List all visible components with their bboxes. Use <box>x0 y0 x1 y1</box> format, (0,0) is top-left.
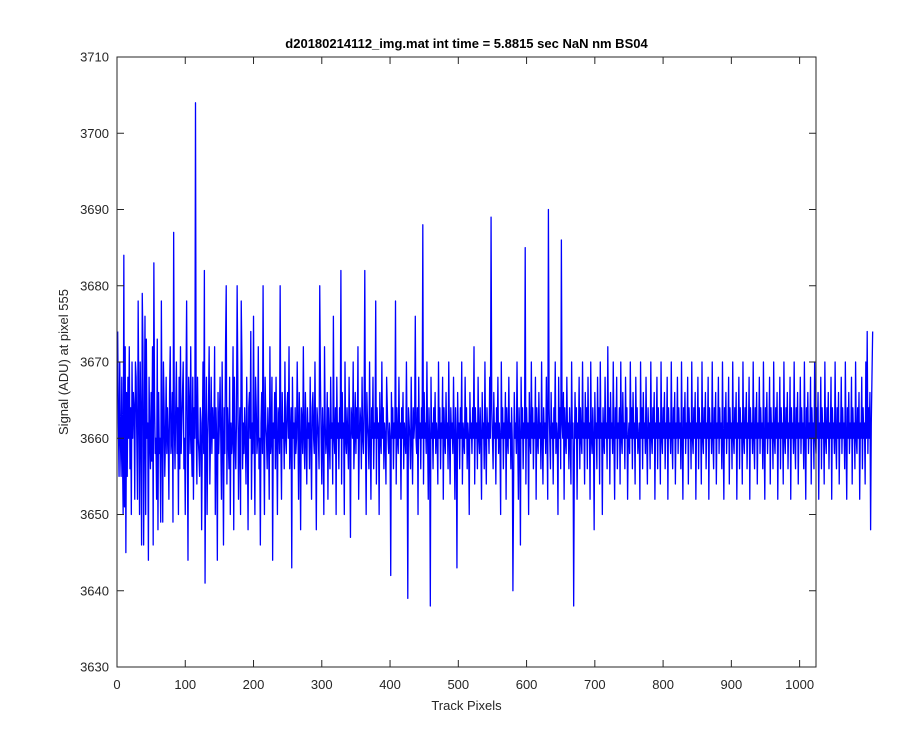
y-tick-label: 3660 <box>80 431 109 446</box>
series-line-1 <box>117 102 874 607</box>
x-tick-label: 100 <box>174 677 196 692</box>
x-tick-label: 300 <box>311 677 333 692</box>
x-tick-label: 0 <box>113 677 120 692</box>
y-tick-label: 3650 <box>80 507 109 522</box>
x-axis-label: Track Pixels <box>431 698 502 713</box>
chart-title: d20180214112_img.mat int time = 5.8815 s… <box>285 36 648 51</box>
x-tick-label: 700 <box>584 677 606 692</box>
series-layer <box>117 102 874 607</box>
y-tick-label: 3680 <box>80 278 109 293</box>
x-tick-label: 600 <box>516 677 538 692</box>
x-tick-label: 500 <box>447 677 469 692</box>
y-axis: 3630 3640 3650 3660 3670 3680 3690 3700 3710 <box>80 50 816 675</box>
x-tick-label: 800 <box>652 677 674 692</box>
x-axis: 0 100 200 300 400 500 600 700 800 900 1000 <box>113 57 814 692</box>
x-tick-label: 200 <box>243 677 265 692</box>
y-tick-label: 3710 <box>80 50 109 65</box>
y-tick-label: 3700 <box>80 126 109 141</box>
y-axis-label: Signal (ADU) at pixel 555 <box>56 289 71 435</box>
y-tick-label: 3630 <box>80 660 109 675</box>
y-tick-label: 3670 <box>80 355 109 370</box>
y-tick-label: 3690 <box>80 202 109 217</box>
x-tick-label: 900 <box>721 677 743 692</box>
x-tick-label: 1000 <box>785 677 814 692</box>
y-tick-label: 3640 <box>80 583 109 598</box>
x-tick-label: 400 <box>379 677 401 692</box>
